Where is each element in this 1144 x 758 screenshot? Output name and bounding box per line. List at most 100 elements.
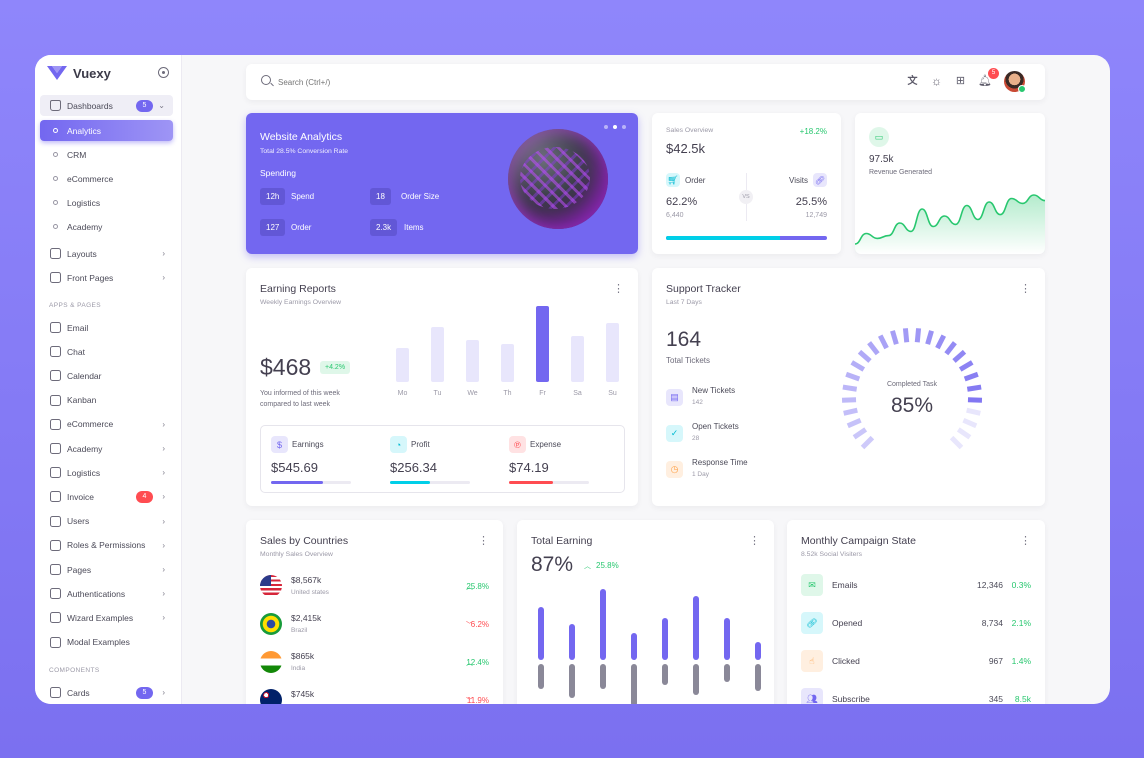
search-input[interactable] [278,73,478,91]
campaign-change: 1.4% [1011,656,1031,666]
section-header-components: COMPONENTS [49,667,100,674]
invoice-icon [50,491,61,503]
more-options-icon[interactable]: ⋮ [1020,283,1031,295]
country-amount: $865k [291,651,315,661]
visits-count: 12,749 [805,212,827,219]
translate-icon[interactable]: 文 [907,76,918,87]
gauge-segment [966,384,982,392]
gauge-segment [877,334,889,350]
sidebar-item-logistics-dashboard[interactable]: Logistics [40,192,173,213]
chevron-down-icon: ﹀ [466,698,473,704]
invoice-badge: 4 [136,490,153,503]
country-change: 6.2% [470,620,489,629]
country-name: Brazil [291,627,308,634]
chevron-right-icon: › [162,249,165,258]
bar [536,306,549,382]
more-options-icon[interactable]: ⋮ [613,283,624,295]
link-icon: 🔗︎ [801,612,823,634]
ticket-row-label: New Tickets [692,386,736,395]
chevron-right-icon: › [162,589,165,599]
expense-bar [662,664,668,685]
sidebar-item-ecommerce[interactable]: eCommerce › [40,414,173,435]
user-avatar[interactable] [1004,71,1026,93]
mail-icon [50,322,61,333]
expense-bar [538,664,544,689]
sidebar-pin-icon[interactable] [158,67,169,78]
ticket-row-value: 1 Day [692,471,709,478]
campaign-label: Subscribe [832,694,870,704]
earning-reports-card: Earning Reports Weekly Earnings Overview… [246,268,638,506]
search-icon[interactable] [261,75,271,85]
sales-progress-bar [666,236,827,240]
campaign-label: Clicked [832,656,860,666]
brand-paypal-icon: ℗ [509,436,526,453]
sidebar-item-email[interactable]: Email [40,317,173,338]
expense-bar [755,664,761,692]
sidebar-item-crm[interactable]: CRM [40,144,173,165]
sidebar-item-dashboards[interactable]: Dashboards 5 ⌄ [40,95,173,116]
order-count: 6,440 [666,212,684,219]
sidebar-item-label: Dashboards [67,100,113,111]
sidebar-item-academy[interactable]: Academy › [40,438,173,459]
bar [606,323,619,382]
sidebar-item-invoice[interactable]: Invoice 4 › [40,486,173,507]
card-title: Sales by Countries [260,535,349,547]
dashboards-badge: 5 [136,99,153,112]
link-icon: 🔗︎ [813,173,827,187]
sidebar-item-analytics[interactable]: Analytics [40,120,173,141]
shortcuts-grid-icon[interactable]: ⊞ [955,75,966,87]
sidebar-item-label: CRM [67,149,87,160]
more-options-icon[interactable]: ⋮ [1020,535,1031,547]
sun-icon[interactable]: ☼ [931,74,942,88]
dollar-icon: $ [271,436,288,453]
sidebar-item-kanban[interactable]: Kanban [40,390,173,411]
sidebar-item-ecommerce-dashboard[interactable]: eCommerce [40,168,173,189]
card-subtitle: 8.52k Social Visiters [801,551,863,558]
expense-progress-fill [509,481,553,484]
earning-bar [631,632,637,660]
chevron-up-icon: ︿ [584,563,591,570]
tick-label: We [467,390,478,397]
sidebar-item-roles-permissions[interactable]: Roles & Permissions › [40,535,173,556]
campaign-value: 8,734 [981,618,1003,628]
area-fill [855,195,1045,254]
monthly-campaign-card: Monthly Campaign State 8.52k Social Visi… [787,520,1045,704]
gauge-segment [962,417,978,429]
us-flag-icon [260,575,282,597]
sidebar-item-chat[interactable]: Chat [40,341,173,362]
expense-progress [509,481,589,484]
sidebar-item-label: Wizard Examples [67,612,134,623]
chevron-right-icon: › [162,613,165,623]
users-icon: 👥︎ [801,688,823,704]
sidebar-item-front-pages[interactable]: Front Pages › [40,267,173,288]
sidebar-item-label: Invoice [67,491,94,502]
ticket-row-label: Open Tickets [692,422,739,431]
more-options-icon[interactable]: ⋮ [478,535,489,547]
sidebar-item-logistics[interactable]: Logistics › [40,462,173,483]
carousel-dots[interactable] [604,125,626,129]
sidebar-item-calendar[interactable]: Calendar [40,365,173,386]
earning-bar [724,618,730,660]
credit-card-icon: ▭ [869,127,889,147]
bullet-icon [53,152,58,157]
sidebar-item-cards[interactable]: Cards 5 › [40,682,173,703]
more-options-icon[interactable]: ⋮ [749,535,760,547]
bell-icon[interactable]: 🔔︎ [978,75,992,87]
sidebar-item-modal-examples[interactable]: Modal Examples [40,632,173,653]
brazil-flag-icon [260,613,282,635]
section-header-apps: APPS & PAGES [49,302,102,309]
chevron-right-icon: › [162,468,165,478]
sales-by-countries-card: Sales by Countries Monthly Sales Overvie… [246,520,503,704]
ticket-row-label: Response Time [692,458,748,467]
sidebar-item-authentications[interactable]: Authentications › [40,583,173,604]
chevron-right-icon: › [162,516,165,526]
gauge-segment [860,435,875,450]
gauge-segment [925,330,934,345]
card-title: Monthly Campaign State [801,535,916,547]
sidebar-item-users[interactable]: Users › [40,511,173,532]
sidebar-item-layouts[interactable]: Layouts › [40,243,173,264]
sidebar-item-pages[interactable]: Pages › [40,559,173,580]
sidebar-item-wizard-examples[interactable]: Wizard Examples › [40,607,173,628]
logo[interactable]: Vuexy [47,65,111,81]
sidebar-item-academy-dashboard[interactable]: Academy [40,216,173,237]
